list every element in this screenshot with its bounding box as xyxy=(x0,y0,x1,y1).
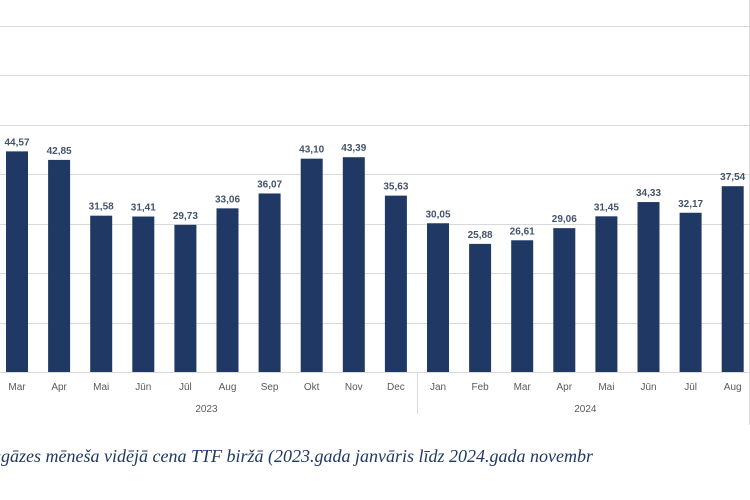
year-label-2023: 2023 xyxy=(195,404,218,415)
x-tick-label-9: Nov xyxy=(345,382,363,393)
data-label-14: 29,06 xyxy=(552,214,577,225)
bar-11 xyxy=(427,223,449,372)
data-label-2: 42,85 xyxy=(47,146,72,157)
bar-9 xyxy=(342,157,365,372)
bar-chart: 44,57 Mar 42,85 Apr 31,58 Mai 31,41 Jūn 29,73 Jūl… xyxy=(0,26,750,415)
bar-14 xyxy=(553,228,576,372)
chart-frame: 44,57 Mar 42,85 Apr 31,58 Mai 31,41 Jūn 29,73 Jūl… xyxy=(0,0,750,425)
x-tick-label-5: Jūl xyxy=(179,382,192,393)
x-tick-label-16: Jūn xyxy=(640,382,656,393)
x-tick-label-12: Feb xyxy=(471,382,489,393)
bar-10 xyxy=(384,195,407,372)
year-label-2024: 2024 xyxy=(574,404,597,415)
bar-6 xyxy=(216,208,239,372)
bar-5 xyxy=(174,224,197,372)
data-label-13: 26,61 xyxy=(510,226,535,237)
data-label-11: 30,05 xyxy=(425,209,450,220)
bar-16 xyxy=(637,202,660,372)
x-tick-label-8: Okt xyxy=(304,382,320,393)
bar-18 xyxy=(721,186,744,372)
data-label-15: 31,45 xyxy=(594,202,619,213)
x-tick-label-6: Aug xyxy=(219,382,237,393)
x-tick-label-3: Mai xyxy=(93,382,109,393)
data-label-5: 29,73 xyxy=(173,211,198,222)
data-label-8: 43,10 xyxy=(299,145,324,156)
data-label-18: 37,54 xyxy=(720,172,745,183)
x-tick-label-17: Jūl xyxy=(684,382,697,393)
x-tick-label-18: Aug xyxy=(724,382,742,393)
bar-15 xyxy=(595,216,618,372)
data-label-17: 32,17 xyxy=(678,199,703,210)
data-label-4: 31,41 xyxy=(131,203,156,214)
x-tick-label-10: Dec xyxy=(387,382,405,393)
bar-17 xyxy=(679,212,702,372)
bar-13 xyxy=(511,240,534,372)
x-tick-label-2: Apr xyxy=(51,382,67,393)
bar-8 xyxy=(300,158,323,372)
data-label-12: 25,88 xyxy=(468,230,493,241)
data-label-3: 31,58 xyxy=(89,202,114,213)
data-label-9: 43,39 xyxy=(341,143,366,154)
bar-7 xyxy=(258,193,281,372)
x-tick-label-14: Apr xyxy=(557,382,573,393)
data-label-7: 36,07 xyxy=(257,179,282,190)
bar-2 xyxy=(48,159,71,372)
x-tick-label-1: Mar xyxy=(8,382,26,393)
bar-3 xyxy=(90,215,113,372)
x-tick-label-7: Sep xyxy=(261,382,279,393)
data-label-1: 44,57 xyxy=(4,137,29,148)
data-label-16: 34,33 xyxy=(636,188,661,199)
x-tick-label-11: Jan xyxy=(430,382,446,393)
bar-12 xyxy=(469,243,492,372)
x-tick-label-13: Mar xyxy=(514,382,532,393)
bar-1 xyxy=(6,151,28,372)
data-label-6: 33,06 xyxy=(215,194,240,205)
x-tick-label-4: Jūn xyxy=(135,382,151,393)
bar-4 xyxy=(132,216,155,372)
x-tick-label-15: Mai xyxy=(598,382,614,393)
data-label-10: 35,63 xyxy=(383,182,408,193)
chart-caption: sgāzes mēneša vidējā cena TTF biržā (202… xyxy=(0,446,593,466)
